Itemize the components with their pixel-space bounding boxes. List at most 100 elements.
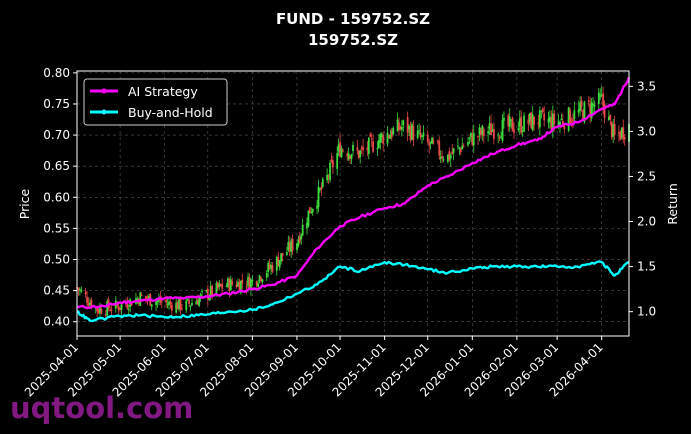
candle-body	[376, 148, 379, 150]
candle-body	[109, 309, 111, 311]
candle-body	[580, 100, 583, 107]
candle-body	[439, 156, 442, 159]
y-tick-label: 0.70	[43, 128, 70, 142]
candle-body	[448, 151, 451, 161]
candle-body	[268, 264, 271, 269]
candle-body	[367, 137, 370, 154]
candle-body	[281, 253, 284, 257]
candle-body	[530, 112, 533, 129]
candle-body	[327, 176, 330, 178]
candle-body	[245, 286, 248, 288]
candle-body	[477, 136, 479, 138]
candle-body	[517, 128, 520, 130]
legend-marker-ai-strategy	[101, 88, 107, 94]
candle-body	[602, 93, 605, 106]
candle-body	[452, 148, 455, 153]
y2-axis-label: Return	[665, 183, 680, 224]
y-axis-price: 0.40 0.45 0.50 0.55 0.60 0.65 0.70 0.75 0.80	[43, 66, 77, 329]
candle-body	[84, 291, 87, 295]
candle-body	[181, 307, 183, 309]
candle-body	[553, 113, 556, 125]
candle-body	[400, 126, 403, 130]
candle-body	[350, 154, 353, 159]
candle-body	[241, 279, 244, 284]
candle-body	[561, 121, 564, 125]
candle-body	[451, 151, 454, 154]
candle-body	[247, 276, 249, 286]
candle-body	[610, 121, 613, 138]
candle-body	[390, 131, 393, 138]
candle-body	[339, 142, 341, 157]
candle-body	[441, 156, 444, 159]
candle-body	[320, 186, 323, 190]
candle-body	[235, 284, 238, 288]
candle-body	[421, 135, 423, 137]
candle-body	[155, 301, 157, 306]
candle-body	[347, 153, 350, 160]
candle-body	[326, 174, 329, 181]
candle-body	[603, 103, 606, 118]
candle-body	[169, 301, 172, 304]
candle-body	[623, 136, 626, 140]
candle-body	[288, 242, 291, 252]
candle-body	[296, 243, 298, 250]
candle-body	[255, 281, 258, 286]
candle-body	[446, 154, 449, 162]
candle-body	[520, 116, 523, 133]
candle-body	[366, 147, 369, 151]
candle-body	[316, 205, 318, 209]
candle-body	[87, 303, 90, 306]
candle-body	[189, 305, 192, 307]
candle-body	[250, 279, 252, 290]
candle-body	[609, 114, 612, 120]
candle-body	[248, 277, 251, 289]
candle-body	[501, 119, 504, 142]
y2-tick-label: 1.5	[637, 260, 656, 274]
candle-body	[301, 224, 304, 236]
candle-body	[360, 148, 363, 150]
candle-body	[582, 110, 584, 120]
candle-body	[478, 127, 481, 135]
candle-body	[120, 304, 123, 310]
candle-body	[551, 113, 554, 132]
strategy-lines	[76, 76, 631, 323]
candle-body	[156, 300, 159, 303]
candle-body	[472, 132, 475, 146]
candle-body	[337, 144, 340, 152]
candle-body	[100, 308, 103, 314]
candle-body	[215, 282, 218, 295]
candle-body	[225, 285, 228, 287]
candle-body	[537, 122, 540, 125]
candle-body	[613, 123, 616, 136]
candle-body	[77, 287, 80, 290]
candle-body	[412, 125, 415, 140]
candle-body	[612, 124, 615, 137]
candle-body	[117, 306, 120, 311]
candle-body	[468, 137, 471, 139]
candle-body	[150, 304, 153, 307]
candle-body	[196, 300, 199, 305]
candle-body	[297, 239, 300, 246]
candle-body	[179, 297, 182, 311]
candle-body	[462, 145, 465, 147]
candle-body	[490, 123, 492, 135]
chart-subtitle: 159752.SZ	[308, 31, 398, 49]
candle-body	[547, 118, 550, 123]
price-candles	[76, 86, 630, 319]
candle-body	[431, 137, 433, 144]
candle-body	[370, 138, 373, 140]
candle-body	[331, 160, 334, 168]
candle-body	[275, 256, 278, 271]
candle-body	[550, 117, 553, 130]
candle-body	[209, 286, 212, 296]
candle-body	[90, 300, 93, 308]
candle-body	[140, 294, 143, 296]
candle-body	[206, 288, 209, 300]
candle-body	[267, 262, 270, 273]
candle-body	[389, 134, 392, 139]
y-tick-label: 0.45	[43, 284, 70, 298]
candle-body	[205, 289, 208, 292]
candle-body	[86, 296, 88, 304]
y-tick-label: 0.65	[43, 159, 70, 173]
candle-body	[257, 283, 260, 287]
